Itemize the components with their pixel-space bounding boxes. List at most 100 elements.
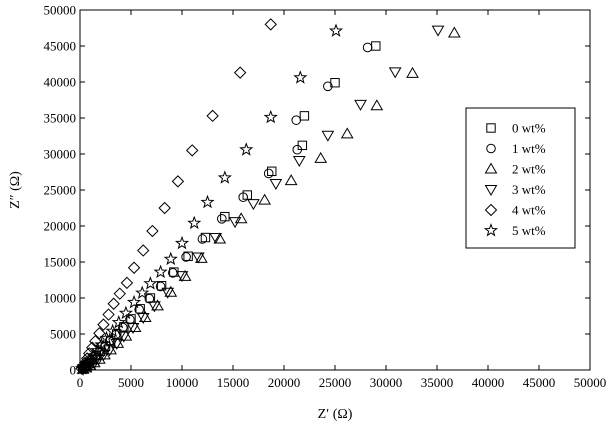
data-point (118, 305, 133, 320)
data-point (163, 251, 178, 266)
data-point (191, 252, 205, 264)
x-tick-label: 50000 (574, 375, 607, 390)
data-point (323, 81, 333, 92)
data-point (138, 310, 152, 322)
x-tick-label: 25000 (319, 375, 352, 390)
data-point (292, 144, 303, 155)
y-axis-label: Z″ (Ω) (8, 171, 23, 209)
data-point (217, 170, 232, 184)
data-point (80, 356, 95, 370)
data-point (195, 251, 208, 263)
data-markers (74, 18, 461, 376)
data-point (354, 99, 367, 111)
data-point (102, 308, 115, 321)
data-point (103, 345, 116, 357)
data-point (175, 271, 189, 283)
data-point (206, 109, 219, 123)
data-point (447, 26, 461, 38)
legend-label: 0 wt% (512, 121, 546, 136)
x-tick-label: 5000 (118, 375, 144, 390)
data-point (209, 233, 223, 245)
y-tick-label: 45000 (44, 39, 77, 54)
data-point (388, 67, 402, 79)
legend-box (465, 107, 576, 249)
data-point (126, 323, 140, 335)
data-point (370, 99, 384, 111)
data-point (406, 66, 419, 78)
x-tick-label: 35000 (421, 375, 454, 390)
x-tick-label: 30000 (370, 375, 403, 390)
data-point (93, 327, 106, 340)
data-point (263, 168, 274, 179)
legend-marker (483, 223, 499, 237)
data-point (136, 312, 150, 324)
legend-marker (484, 162, 498, 174)
data-point (127, 261, 141, 274)
data-point (171, 175, 185, 188)
x-tick-label: 0 (77, 375, 84, 390)
data-point (197, 234, 208, 244)
x-tick-label: 15000 (217, 375, 250, 390)
x-tick-label: 20000 (268, 375, 301, 390)
series-5 (74, 23, 344, 375)
data-point (340, 127, 354, 139)
data-point (269, 179, 283, 191)
legend-label: 5 wt% (512, 223, 546, 238)
legend-label: 3 wt% (512, 182, 546, 197)
y-tick-label: 0 (70, 363, 77, 378)
axis-ticks: 0 5000 10000 15000 20000 25000 30000 35000 40000… (44, 3, 607, 391)
data-point (328, 23, 344, 37)
series-3 (76, 25, 445, 376)
data-point (99, 330, 114, 345)
data-point (267, 166, 277, 176)
series-1 (77, 42, 373, 374)
x-tick-label: 45000 (523, 375, 556, 390)
y-tick-label: 15000 (44, 255, 77, 270)
legend-label: 2 wt% (512, 162, 546, 177)
data-point (228, 217, 242, 229)
data-point (292, 155, 306, 167)
y-tick-label: 5000 (50, 327, 76, 342)
data-point (371, 41, 381, 51)
data-point (126, 294, 142, 309)
data-point (181, 252, 191, 262)
data-point (83, 352, 98, 366)
y-tick-label: 50000 (44, 3, 77, 18)
data-point (216, 214, 227, 224)
legend-marker (484, 185, 498, 196)
data-point (97, 318, 110, 331)
data-point (284, 174, 298, 186)
data-point (158, 201, 171, 215)
data-point (111, 315, 126, 329)
data-point (90, 343, 105, 357)
data-point (164, 285, 178, 297)
data-point (178, 269, 192, 281)
legend-marker (484, 203, 498, 217)
legend-marker (486, 123, 496, 133)
data-point (431, 25, 445, 37)
data-point (293, 70, 308, 84)
x-tick-label: 40000 (472, 375, 505, 390)
data-point (155, 281, 166, 292)
data-point (119, 322, 129, 332)
data-point (321, 130, 335, 142)
y-tick-label: 30000 (44, 147, 77, 162)
data-point (200, 194, 215, 209)
legend-marker (486, 143, 496, 154)
y-tick-label: 10000 (44, 291, 77, 306)
data-point (299, 111, 310, 121)
data-point (113, 287, 126, 300)
data-point (220, 211, 230, 222)
data-point (187, 215, 202, 230)
series-4 (75, 18, 277, 375)
y-tick-label: 35000 (44, 111, 77, 126)
data-point (156, 281, 167, 291)
data-point (117, 331, 131, 343)
data-point (174, 235, 190, 250)
data-point (233, 66, 247, 79)
data-point (135, 285, 150, 299)
data-point (151, 299, 164, 311)
legend-label: 4 wt% (512, 203, 546, 218)
data-point (120, 276, 134, 290)
